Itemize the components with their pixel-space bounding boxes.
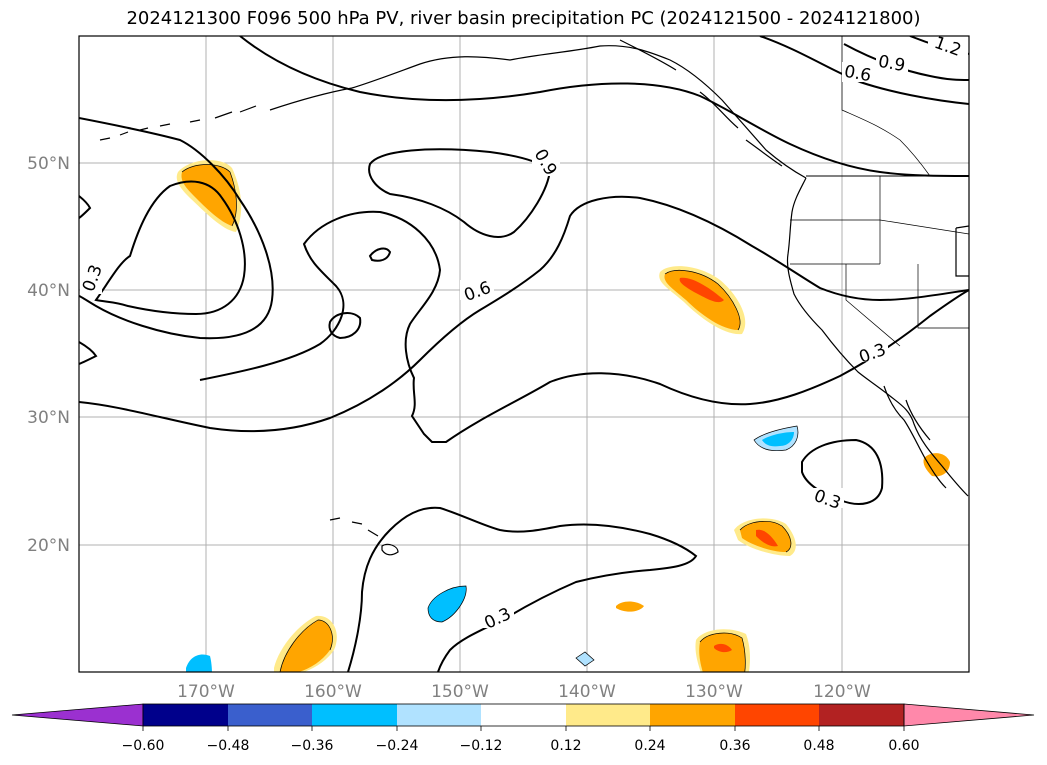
lon-label: 160°W [304,682,362,702]
precip-blob-coast [923,453,950,477]
colorbar-segment [312,704,397,726]
lat-label: 40°N [27,281,70,301]
colorbar-tick-label: 0.60 [888,738,919,754]
colorbar-extend-high [903,703,1035,727]
colorbar-segment [228,704,312,726]
lon-label: 130°W [685,682,743,702]
contour-label: 0.6 [843,62,873,86]
longitude-labels: 170°W 160°W 150°W 140°W 130°W 120°W [177,682,871,702]
map-title: 2024121300 F096 500 hPa PV, river basin … [126,8,921,29]
lon-label: 140°W [558,682,616,702]
precip-blob-tiny [576,652,594,666]
colorbar-segment [735,704,819,726]
lon-label: 120°W [813,682,871,702]
latitude-labels: 50°N 40°N 30°N 20°N [27,154,70,556]
colorbar: −0.60 −0.48 −0.36 −0.24 −0.12 0.12 0.24 … [11,703,1035,754]
contour-label: 0.9 [877,52,907,76]
colorbar-tick-label: 0.48 [803,738,834,754]
colorbar-tick-label: −0.60 [122,738,165,754]
map-frame [78,35,970,673]
colorbar-tick-label: 0.12 [550,738,581,754]
colorbar-tick-label: 0.36 [719,738,750,754]
colorbar-segment [819,704,904,726]
colorbar-segment [397,704,481,726]
precip-blob-blue-150w [428,586,467,622]
coastlines [99,36,969,556]
shading-outlines [181,164,799,672]
colorbar-tick-label: 0.24 [634,738,665,754]
colorbar-segment [566,704,650,726]
colorbar-tick-label: −0.48 [207,738,250,754]
colorbar-tick-label: −0.24 [376,738,419,754]
lon-label: 150°W [431,682,489,702]
colorbar-tick-label: −0.12 [460,738,503,754]
lat-label: 30°N [27,408,70,428]
lat-label: 20°N [27,536,70,556]
lat-label: 50°N [27,154,70,174]
lon-label: 170°W [177,682,235,702]
precip-blob-blue-170w [186,654,212,672]
colorbar-segment [650,704,735,726]
map-panel [79,36,969,672]
colorbar-extend-low [11,703,144,727]
colorbar-segment [481,704,566,726]
colorbar-segment [143,704,228,726]
precip-blob-small [616,601,644,612]
colorbar-tick-label: −0.36 [291,738,334,754]
